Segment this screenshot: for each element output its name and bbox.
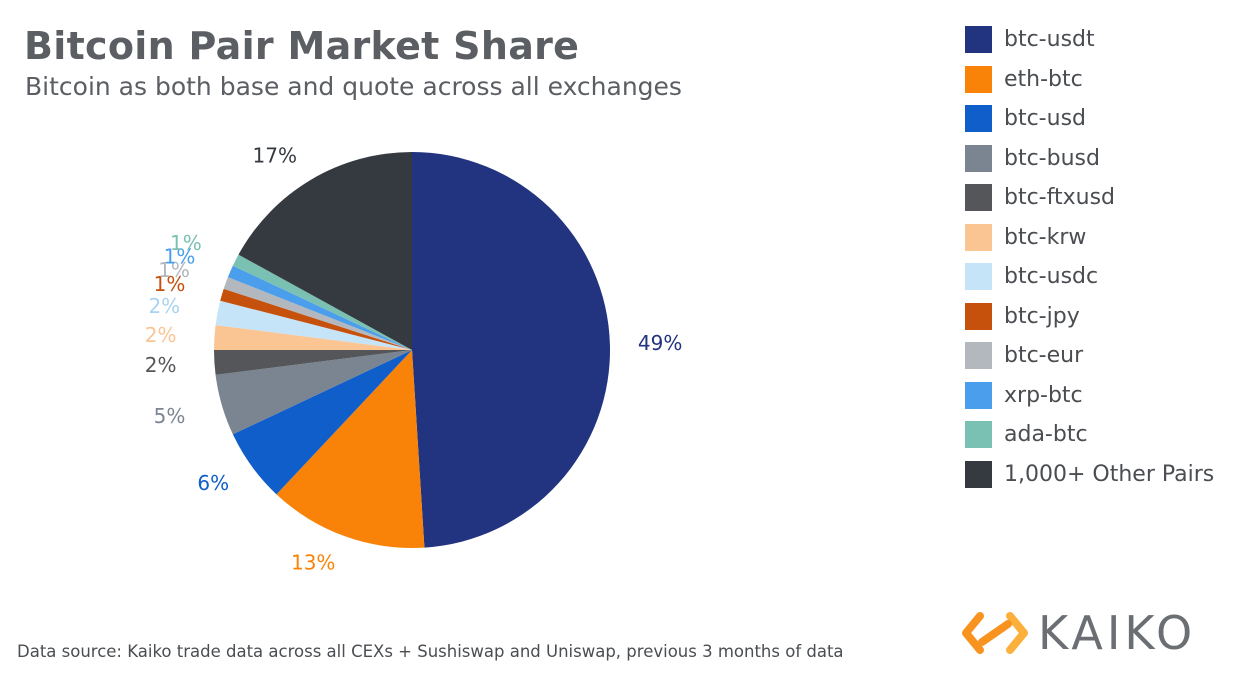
kaiko-logo-mark-icon [962, 612, 1028, 654]
pie-slice-btc-ftxusd [214, 350, 412, 375]
data-label: 13% [291, 551, 335, 575]
data-source-note: Data source: Kaiko trade data across all… [17, 642, 844, 661]
legend-label: btc-ftxusd [1004, 185, 1115, 211]
pie-slice-btc-usd [232, 350, 412, 495]
legend-item: btc-usdc [965, 257, 1260, 297]
legend-label: btc-krw [1004, 224, 1087, 250]
legend-label: 1,000+ Other Pairs [1004, 461, 1215, 487]
legend-swatch [965, 381, 992, 409]
legend-swatch [965, 144, 992, 172]
pie-slice-ada-btc [232, 254, 412, 350]
data-label: 2% [148, 294, 180, 318]
legend-item: btc-usdt [965, 20, 1260, 60]
legend-swatch [965, 65, 992, 93]
legend-label: ada-btc [1004, 422, 1088, 448]
legend-item: 1,000+ Other Pairs [965, 455, 1260, 495]
data-label: 1% [158, 258, 190, 282]
legend-swatch [965, 342, 992, 370]
kaiko-logo: KAIKO [960, 604, 1210, 662]
pie-slice-btc-busd [215, 350, 412, 435]
chart-title: Bitcoin Pair Market Share [24, 24, 580, 68]
pie-slice-xrp-btc [227, 265, 412, 350]
data-label: 1% [170, 231, 202, 255]
pie-slice-btc-usdc [215, 300, 412, 350]
data-label: 5% [154, 404, 186, 428]
data-label: 1% [154, 272, 186, 296]
legend-item: btc-usd [965, 99, 1260, 139]
pie-chart: 49%13%6%5%2%2%2%1%1%1%1%17% [145, 143, 683, 575]
legend-label: xrp-btc [1004, 382, 1083, 408]
legend-item: btc-jpy [965, 297, 1260, 337]
legend-item: ada-btc [965, 415, 1260, 455]
pie-slice-1-000-other-pairs [238, 152, 412, 350]
legend-label: btc-usdc [1004, 264, 1099, 290]
legend: btc-usdt eth-btc btc-usd btc-busd btc-ftxusd… [965, 20, 1260, 494]
legend-label: btc-usdt [1004, 27, 1095, 53]
legend-item: btc-ftxusd [965, 178, 1260, 218]
legend-label: btc-busd [1004, 145, 1100, 171]
legend-swatch [965, 302, 992, 330]
pie-slice-eth-btc [276, 350, 425, 548]
data-label: 49% [638, 331, 682, 355]
pie-slice-btc-eur [223, 277, 412, 350]
legend-swatch [965, 263, 992, 291]
legend-item: xrp-btc [965, 376, 1260, 416]
legend-label: btc-eur [1004, 343, 1084, 369]
legend-swatch [965, 105, 992, 133]
legend-item: btc-eur [965, 336, 1260, 376]
data-label: 2% [145, 323, 177, 347]
legend-label: btc-jpy [1004, 303, 1080, 329]
legend-label: btc-usd [1004, 106, 1086, 132]
pie-slice-btc-jpy [220, 288, 412, 350]
chart-subtitle: Bitcoin as both base and quote across al… [25, 72, 682, 101]
legend-swatch [965, 26, 992, 54]
legend-item: btc-krw [965, 218, 1260, 258]
legend-swatch [965, 421, 992, 449]
legend-swatch [965, 184, 992, 212]
pie-slice-btc-krw [214, 325, 412, 350]
kaiko-logo-text: KAIKO [1038, 606, 1197, 660]
legend-item: btc-busd [965, 139, 1260, 179]
legend-swatch [965, 223, 992, 251]
data-label: 2% [145, 353, 177, 377]
pie-slice-btc-usdt [412, 152, 611, 548]
data-label: 1% [164, 244, 196, 268]
data-label: 17% [253, 143, 297, 167]
legend-label: eth-btc [1004, 66, 1083, 92]
legend-item: eth-btc [965, 60, 1260, 100]
data-label: 6% [197, 471, 229, 495]
legend-swatch [965, 460, 992, 488]
